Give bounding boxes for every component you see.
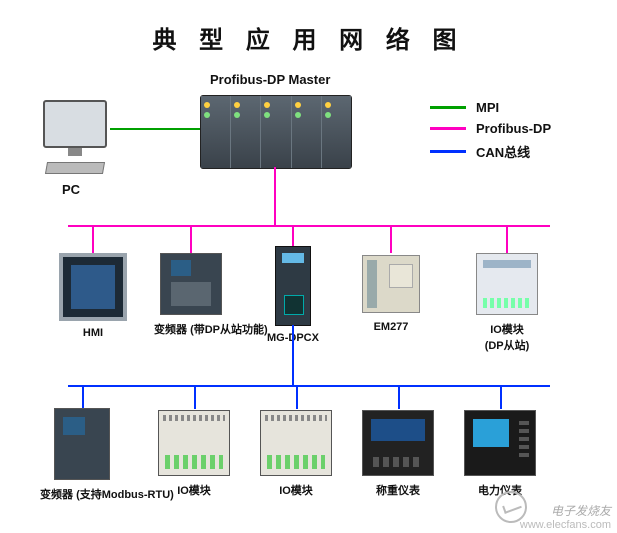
io2-label: IO模块 [254, 482, 338, 498]
em277-label: EM277 [354, 321, 428, 333]
pc-icon [40, 100, 110, 174]
can-drop-weigh [398, 385, 400, 409]
can-drop-power [500, 385, 502, 409]
dp-drop-hmi [92, 225, 94, 253]
dp-drop-gateway [292, 225, 294, 247]
dp-drop-em277 [390, 225, 392, 253]
dp-bus [68, 225, 550, 227]
legend-row-dp: Profibus-DP [430, 121, 551, 136]
legend-swatch-can [430, 150, 466, 153]
device-io2: IO模块 [254, 410, 338, 498]
can-drop-vfd [82, 385, 84, 409]
legend-row-can: CAN总线 [430, 142, 551, 161]
can-drop-io2 [296, 385, 298, 409]
plc-master [200, 95, 352, 169]
legend-label-dp: Profibus-DP [476, 121, 551, 136]
legend: MPI Profibus-DP CAN总线 [430, 100, 551, 167]
can-bus [68, 385, 550, 387]
device-io1: IO模块 [152, 410, 236, 498]
device-power: 电力仪表 [458, 410, 542, 498]
io1-label: IO模块 [152, 482, 236, 498]
device-em277: EM277 [354, 255, 428, 333]
master-label: Profibus-DP Master [210, 72, 330, 87]
iodp-sub: (DP从站) [485, 340, 530, 352]
device-weigh: 称重仪表 [356, 410, 440, 498]
legend-label-mpi: MPI [476, 100, 499, 115]
device-vfd-modbus: 变频器 (支持Modbus-RTU) [40, 408, 124, 502]
device-hmi: HMI [56, 253, 130, 339]
dp-drop-iodp [506, 225, 508, 253]
dp-drop-master [274, 167, 276, 225]
device-vfd-dp: 变频器 (带DP从站功能) [154, 253, 228, 337]
watermark-text2: www.elecfans.com [520, 519, 611, 531]
diagram-title: 典 型 应 用 网 络 图 [0, 20, 617, 55]
device-iodp: IO模块 (DP从站) [470, 253, 544, 353]
legend-swatch-dp [430, 127, 466, 130]
legend-swatch-mpi [430, 106, 466, 109]
hmi-label: HMI [56, 327, 130, 339]
weigh-label: 称重仪表 [356, 482, 440, 498]
vfd-dp-label: 变频器 [154, 324, 187, 336]
watermark-text1: 电子发烧友 [551, 502, 611, 519]
can-drop-gateway [292, 325, 294, 385]
iodp-label: IO模块 [490, 324, 524, 336]
can-drop-io1 [194, 385, 196, 409]
pc-label: PC [62, 182, 80, 197]
mpi-line [110, 128, 200, 130]
legend-row-mpi: MPI [430, 100, 551, 115]
vfd-mb-label: 变频器 [40, 489, 73, 501]
legend-label-can: CAN总线 [476, 142, 530, 161]
dp-drop-vfd [190, 225, 192, 253]
diagram-stage: 典 型 应 用 网 络 图 Profibus-DP Master PC MPI … [0, 0, 617, 533]
